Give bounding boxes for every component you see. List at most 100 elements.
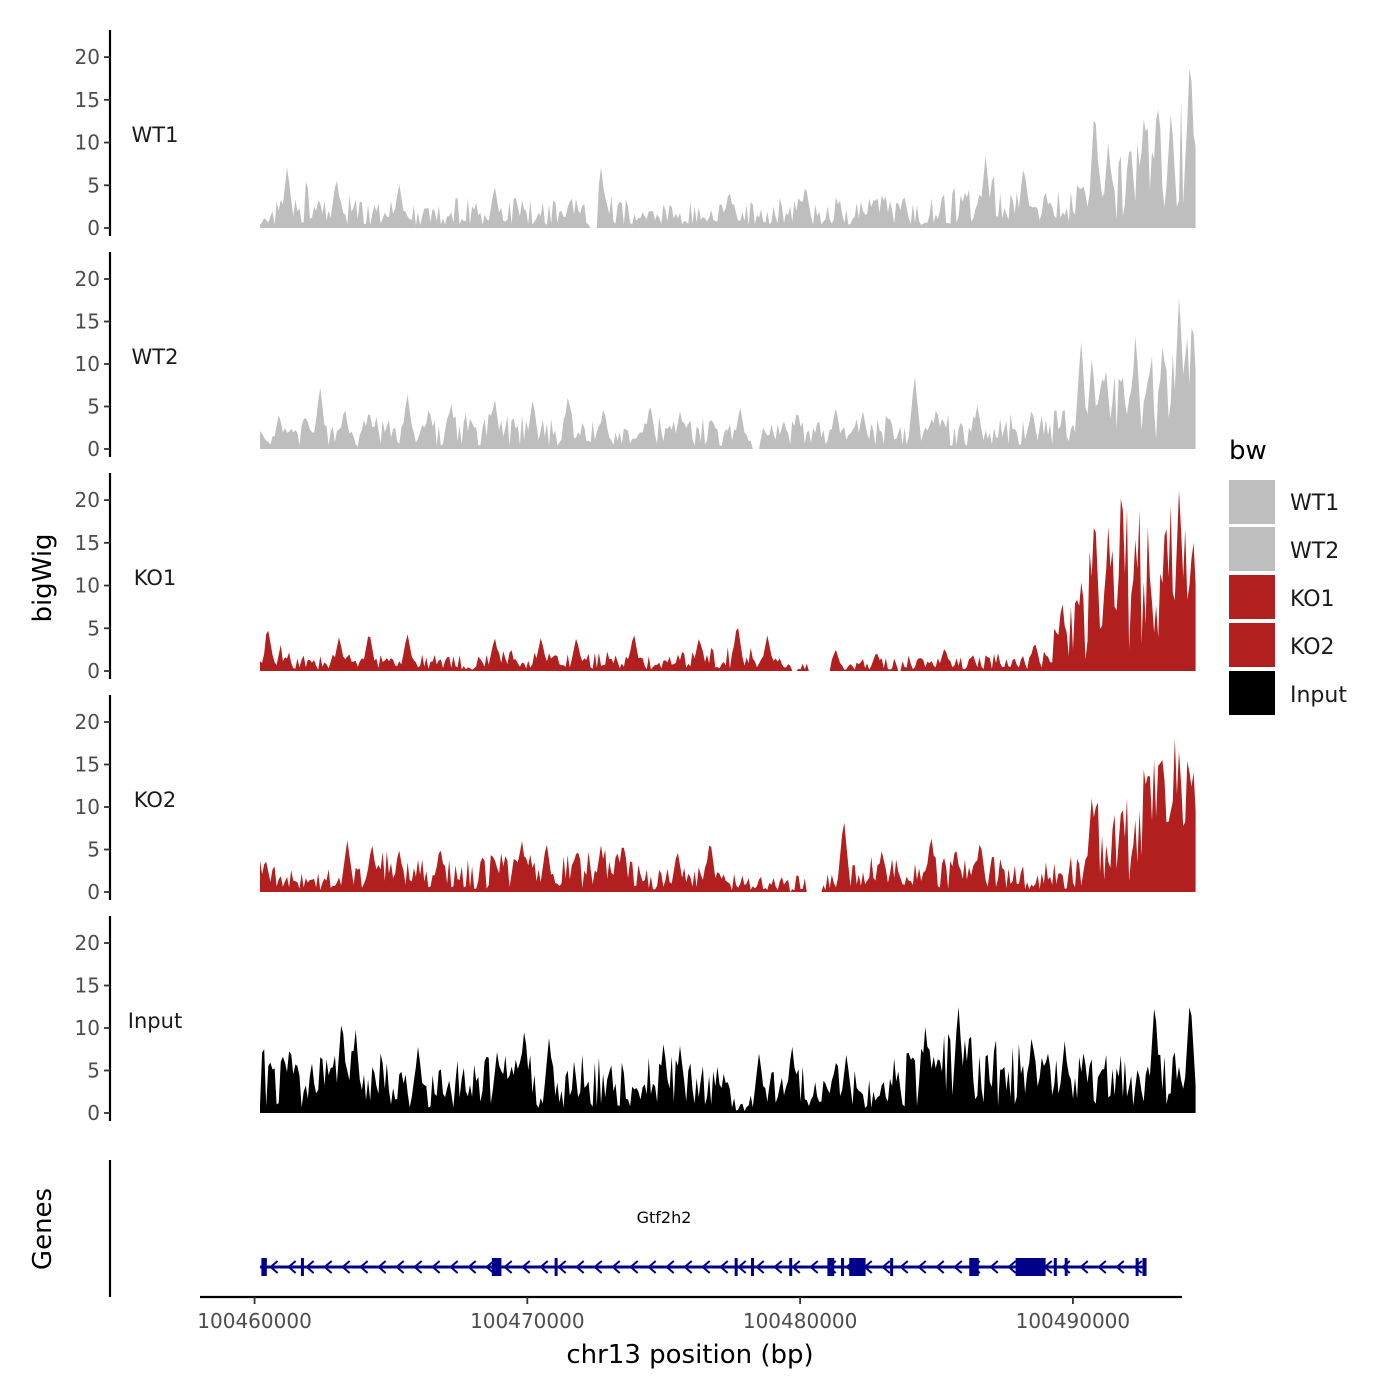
signal-area-ko2 [260, 737, 1196, 892]
y-tick-label-input-20: 20 [75, 931, 100, 955]
exon-5 [734, 1258, 738, 1276]
y-tick-label-ko1-5: 5 [87, 616, 100, 640]
strand-arrow [701, 1260, 711, 1274]
track-label-wt1: WT1 [132, 123, 179, 147]
legend-label-wt2: WT2 [1290, 539, 1339, 564]
y-tick-label-ko1-20: 20 [75, 488, 100, 512]
exon-16 [1135, 1258, 1139, 1276]
strand-arrow [377, 1260, 387, 1274]
strand-arrow [755, 1260, 765, 1274]
strand-arrow [323, 1260, 333, 1274]
y-tick-label-wt1-5: 5 [87, 173, 100, 197]
y-tick-label-wt1-10: 10 [75, 131, 100, 155]
exon-15 [1064, 1258, 1068, 1276]
strand-arrow [395, 1260, 405, 1274]
strand-arrow [935, 1260, 945, 1274]
track-label-input: Input [128, 1009, 182, 1033]
strand-arrow [305, 1260, 315, 1274]
strand-arrow [809, 1260, 819, 1274]
strand-arrow [1133, 1260, 1143, 1274]
track-ko1: 0 5 10 15 20 KO1 [75, 473, 1196, 683]
x-tick-label-100460000: 100460000 [197, 1309, 312, 1333]
exon-14 [1053, 1258, 1057, 1276]
legend-label-input: Input [1290, 683, 1347, 708]
strand-arrow [953, 1260, 963, 1274]
legend-swatch-wt2 [1229, 527, 1275, 571]
strand-arrow [791, 1260, 801, 1274]
strand-arrow [665, 1260, 675, 1274]
exon-13 [1015, 1258, 1046, 1276]
strand-arrow [1115, 1260, 1125, 1274]
strand-arrow [1079, 1260, 1089, 1274]
y-tick-label-ko1-0: 0 [87, 659, 100, 683]
strand-arrow [683, 1260, 693, 1274]
exon-3 [491, 1258, 502, 1276]
track-ko2: 0 5 10 15 20 KO2 [75, 695, 1196, 904]
legend-swatch-input [1229, 671, 1275, 715]
exon-10 [849, 1258, 866, 1276]
track-label-ko1: KO1 [134, 566, 177, 590]
exon-9 [841, 1258, 845, 1276]
y-tick-label-ko1-15: 15 [75, 531, 100, 555]
genes-axis-title: Genes [28, 1188, 58, 1270]
strand-arrow [485, 1260, 495, 1274]
strand-arrow [899, 1260, 909, 1274]
y-tick-label-input-0: 0 [87, 1101, 100, 1125]
strand-arrow [1007, 1260, 1017, 1274]
exon-12 [969, 1258, 979, 1276]
y-tick-label-ko1-10: 10 [75, 574, 100, 598]
strand-arrow [557, 1260, 567, 1274]
exon-6 [751, 1258, 755, 1276]
y-tick-label-wt2-5: 5 [87, 395, 100, 419]
legend-swatch-ko1 [1229, 575, 1275, 619]
strand-arrow [521, 1260, 531, 1274]
strand-arrow [431, 1260, 441, 1274]
track-wt2: 0 5 10 15 20 WT2 [75, 252, 1196, 461]
x-tick-label-100480000: 100480000 [743, 1309, 858, 1333]
y-tick-label-input-10: 10 [75, 1016, 100, 1040]
strand-arrow [449, 1260, 459, 1274]
y-tick-label-wt2-20: 20 [75, 267, 100, 291]
strand-arrow [359, 1260, 369, 1274]
strand-arrow [287, 1260, 297, 1274]
y-tick-label-ko2-10: 10 [75, 795, 100, 819]
strand-arrow [719, 1260, 729, 1274]
strand-arrow [1097, 1260, 1107, 1274]
gene-track [108, 1160, 1147, 1297]
strand-arrow [503, 1260, 513, 1274]
signal-area-wt2 [260, 297, 1196, 449]
x-axis-title: chr13 position (bp) [566, 1340, 813, 1370]
strand-arrow [629, 1260, 639, 1274]
x-tick-label-100490000: 100490000 [1016, 1309, 1131, 1333]
signal-area-wt1 [260, 68, 1196, 228]
strand-arrow [539, 1260, 549, 1274]
x-axis: 100460000 100470000 100480000 100490000 [197, 1295, 1182, 1333]
y-tick-label-ko2-15: 15 [75, 753, 100, 777]
legend-label-ko1: KO1 [1290, 587, 1335, 612]
strand-arrow [413, 1260, 423, 1274]
strand-arrow [341, 1260, 351, 1274]
exon-17 [1142, 1258, 1147, 1276]
signal-tracks: 0 5 10 15 20 WT1 0 5 10 15 20 WT2 0 5 10 15 20 KO1 0 5 10 15 2… [75, 30, 1196, 1125]
exon-4 [554, 1258, 558, 1276]
y-tick-label-wt1-20: 20 [75, 45, 100, 69]
signal-area-input [260, 1007, 1196, 1113]
strand-arrow [269, 1260, 279, 1274]
strand-arrow [917, 1260, 927, 1274]
strand-arrow [773, 1260, 783, 1274]
legend-label-ko2: KO2 [1290, 635, 1335, 660]
x-tick-label-100470000: 100470000 [470, 1309, 585, 1333]
y-tick-label-wt2-15: 15 [75, 310, 100, 334]
track-label-wt2: WT2 [132, 345, 179, 369]
y-tick-label-wt1-15: 15 [75, 88, 100, 112]
exon-7 [789, 1258, 793, 1276]
signal-area-ko1 [260, 490, 1196, 671]
exon-2 [300, 1258, 304, 1276]
y-tick-label-wt1-0: 0 [87, 216, 100, 240]
strand-arrow [467, 1260, 477, 1274]
y-tick-label-ko2-20: 20 [75, 710, 100, 734]
y-tick-label-ko2-0: 0 [87, 880, 100, 904]
y-tick-label-wt2-0: 0 [87, 437, 100, 461]
track-label-ko2: KO2 [134, 788, 177, 812]
strand-arrow [989, 1260, 999, 1274]
